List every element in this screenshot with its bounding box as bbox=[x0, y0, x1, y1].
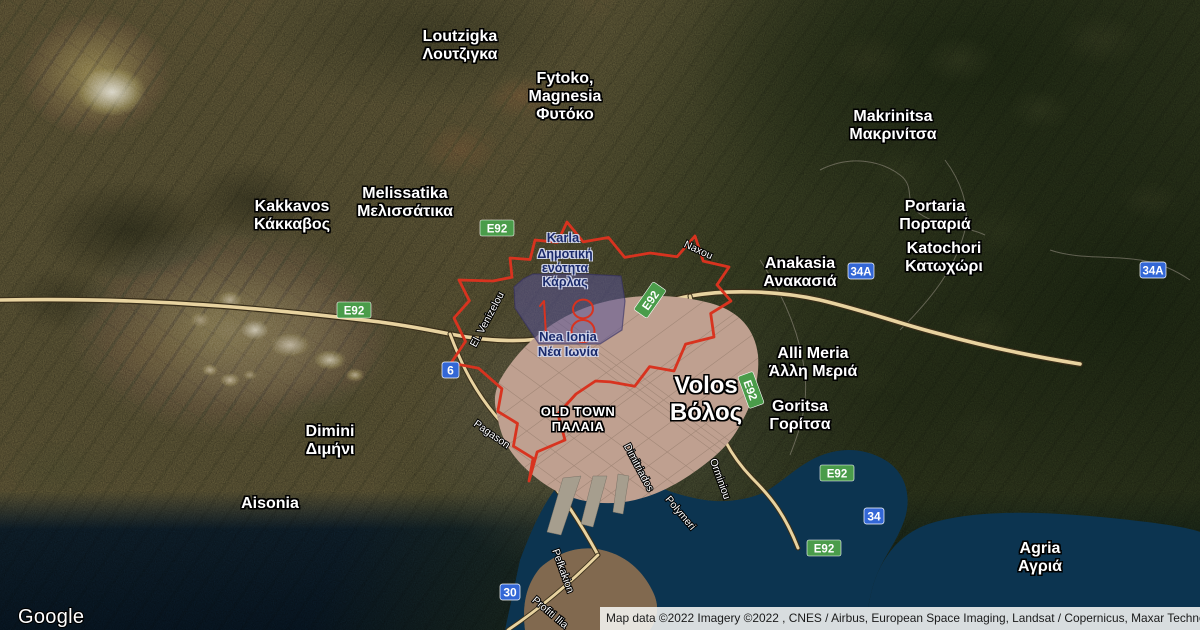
svg-text:Profiti Ilia: Profiti Ilia bbox=[530, 594, 571, 630]
svg-text:Dimitriados: Dimitriados bbox=[621, 442, 656, 494]
svg-text:Naxou: Naxou bbox=[682, 238, 715, 262]
svg-text:Pagason: Pagason bbox=[471, 418, 512, 452]
svg-text:Orminiou: Orminiou bbox=[707, 457, 733, 501]
svg-text:El. Venizelou: El. Venizelou bbox=[468, 290, 507, 349]
svg-text:Pefkakion: Pefkakion bbox=[549, 547, 576, 595]
svg-text:Polymeri: Polymeri bbox=[663, 494, 698, 533]
